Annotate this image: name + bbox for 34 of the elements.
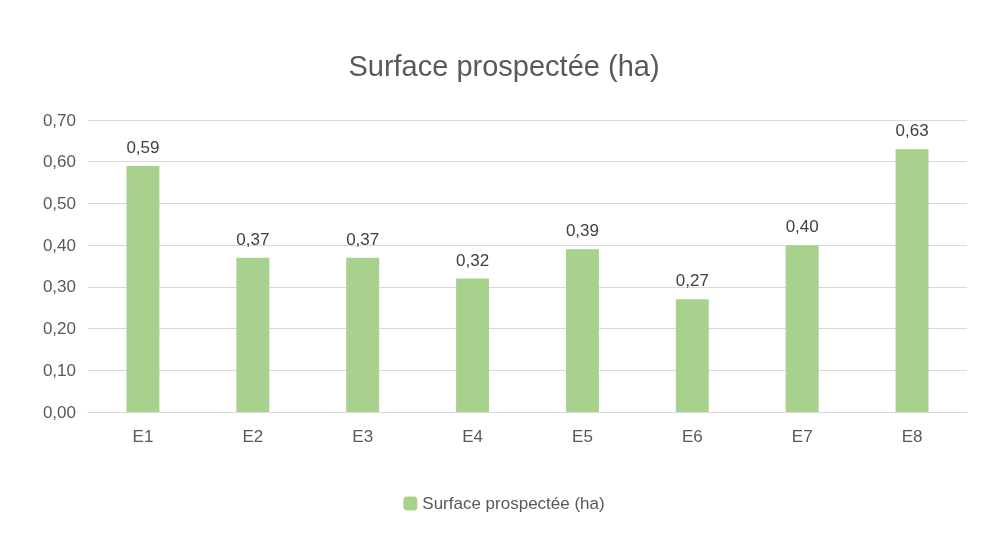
x-tick-label: E4: [462, 427, 483, 446]
chart-title: Surface prospectée (ha): [348, 49, 660, 82]
x-tick-label: E3: [352, 427, 374, 446]
legend-label: Surface prospectée (ha): [422, 494, 605, 513]
y-tick-label: 0,40: [42, 235, 76, 255]
x-tick-label: E2: [242, 427, 264, 446]
data-label: 0,59: [126, 137, 160, 157]
bar: [346, 257, 380, 412]
data-label: 0,32: [456, 250, 490, 270]
bar: [456, 278, 490, 412]
bar: [895, 149, 929, 412]
x-tick-label: E1: [132, 427, 154, 446]
bar: [675, 299, 709, 412]
y-tick-label: 0,20: [42, 319, 76, 339]
y-tick-label: 0,50: [42, 193, 76, 213]
y-tick-label: 0,30: [42, 277, 76, 297]
y-tick-label: 0,70: [42, 110, 76, 130]
y-tick-label: 0,10: [42, 360, 76, 380]
data-label: 0,37: [346, 229, 380, 249]
x-tick-label: E8: [901, 427, 923, 446]
x-tick-label: E6: [681, 427, 703, 446]
x-tick-label: E5: [572, 427, 593, 446]
bar: [565, 249, 599, 412]
data-label: 0,27: [675, 271, 709, 291]
x-tick-label: E7: [791, 427, 813, 446]
data-label: 0,63: [895, 121, 929, 141]
bar: [126, 165, 160, 412]
data-label: 0,39: [565, 221, 599, 241]
y-tick-label: 0,60: [42, 152, 76, 172]
y-tick-label: 0,00: [42, 402, 76, 422]
data-label: 0,37: [236, 229, 270, 249]
data-label: 0,40: [785, 217, 819, 237]
bar: [236, 257, 270, 412]
bar: [785, 245, 819, 412]
